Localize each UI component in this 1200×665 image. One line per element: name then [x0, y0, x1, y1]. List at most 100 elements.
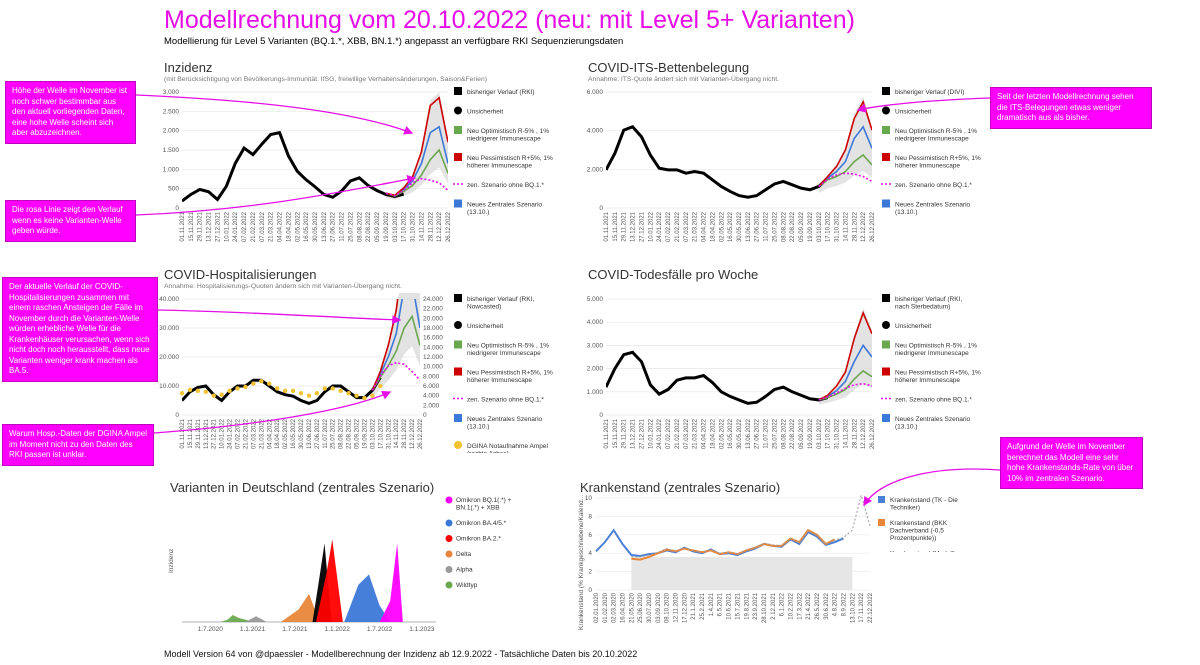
x-tick-label: 05.09.2022 [375, 211, 381, 242]
x-tick-label: 13.06.2022 [746, 418, 752, 449]
dgina-point [251, 381, 256, 386]
x-tick-label: 21.4.2022 [806, 592, 812, 619]
y-tick-label: 4 [588, 550, 592, 557]
x-tick-label: 1.4.2021 [709, 592, 715, 616]
y-tick-label: 6.000 [587, 89, 604, 96]
x-tick-label: 08.08.2022 [781, 211, 787, 242]
legend-swatch [882, 294, 890, 302]
legend-label: Nowcasted) [467, 304, 501, 311]
x-tick-label: 16.05.2022 [728, 211, 734, 242]
legend-swatch [882, 126, 890, 134]
x-tick-label: 04.04.2022 [702, 418, 708, 449]
x-tick-label: 14.11.2022 [843, 211, 849, 241]
legend-label: Unsicherheit [467, 323, 503, 330]
legend-swatch [878, 519, 885, 526]
y-tick-label: 30.000 [159, 325, 179, 332]
x-tick-label: 07.02.2022 [242, 211, 248, 242]
x-tick-label: 12.12.2022 [437, 211, 443, 242]
variant-area [220, 614, 254, 622]
legend-label: höherer Immunescape [895, 163, 960, 170]
x-tick-label: 21.02.2022 [675, 211, 681, 242]
legend-swatch [454, 153, 462, 161]
y-tick-label: 1.000 [587, 389, 604, 396]
shaded-region [631, 556, 853, 590]
x-tick-label: 24.01.2022 [228, 418, 234, 449]
legend-swatch [454, 294, 462, 302]
x-tick-label: 01.11.2021 [604, 418, 610, 448]
x-tick-label: 23.9.2021 [753, 592, 759, 619]
dgina-point [187, 387, 193, 393]
legend-label: Unsicherheit [467, 109, 503, 116]
dgina-point [338, 388, 343, 394]
legend-swatch [445, 550, 453, 558]
x-tick-label: 01.02.2020 [603, 592, 609, 623]
dgina-point [259, 378, 264, 384]
legend-label: Neu Optimistisch R-5% , 1% [895, 343, 977, 350]
x-tick-label: 30.05.2022 [299, 418, 305, 449]
y-tick-label: 0 [599, 412, 603, 419]
legend-label: Neu Optimistisch R-5% , 1% [467, 343, 549, 350]
x-tick-label: 14.11.2022 [843, 418, 849, 448]
x-tick-label: 27.06.2022 [315, 418, 321, 449]
variant-area [316, 539, 352, 622]
x-tick-label: 13.12.2021 [631, 211, 637, 242]
x-tick-label: 02.05.2022 [719, 418, 725, 449]
x-tick-label: 25.07.2022 [772, 211, 778, 242]
x-tick-label: 05.09.2022 [355, 418, 361, 449]
legend-label: Delta [456, 551, 472, 558]
dgina-point [330, 386, 335, 391]
uncertainty-band [385, 92, 448, 200]
dgina-point [346, 391, 351, 396]
x-tick-label: 10.01.2022 [648, 211, 654, 242]
legend-swatch [882, 199, 890, 208]
y2-tick-label: 6.000 [423, 383, 440, 390]
x-tick-label: 21.05.2020 [629, 592, 635, 623]
chart-varianten: 1.7.2020 1.1.2021 1.7.2021 1.1.2022 1.7.2022… [168, 539, 436, 633]
x-tick-label: 17.11.2022 [859, 592, 865, 622]
y-tick-label: 1.000 [163, 166, 180, 173]
x-tick-label: 31.10.2022 [835, 418, 841, 449]
uncertainty-band [818, 96, 872, 193]
legend-swatch [454, 106, 462, 115]
scenario-line [818, 172, 872, 188]
x-tick-label: 19.09.2022 [808, 211, 814, 242]
x-tick-label: 29.11.2021 [622, 418, 628, 448]
x-tick-label: 2.12.2021 [771, 592, 777, 619]
legend-label: bisheriger Verlauf (DIVI) [895, 89, 964, 96]
legend-swatch [882, 153, 890, 161]
legend-label: zen. Szenario ohne BQ.1.* [895, 182, 972, 189]
x-tick-label: 07.02.2022 [666, 418, 672, 449]
variant-area [245, 616, 274, 622]
callout-welle-november: Höhe der Welle im November ist noch schw… [5, 81, 136, 144]
legend-swatch [445, 581, 453, 589]
legend-swatch [445, 535, 453, 542]
y2-tick-label: 24.000 [423, 296, 443, 303]
legend-label: Neu Pessimistisch R+5%, 1% [895, 370, 981, 377]
x-tick-label: 24.01.2022 [657, 211, 663, 242]
x-tick-label: 21.1.2021 [691, 592, 697, 619]
chart-title-sickness: Krankenstand (zentrales Szenario) [580, 480, 781, 495]
y-tick-label: 3.000 [587, 342, 604, 349]
dgina-point [243, 384, 248, 390]
x-tick-label: 1.7.2022 [367, 626, 393, 633]
y2-tick-label: 22.000 [423, 306, 443, 313]
x-tick-label: 26.12.2022 [418, 418, 424, 449]
dgina-point [290, 388, 296, 394]
callout-rosa-linie: Die rosa Linie zeigt den Verlauf wenn es… [5, 200, 136, 242]
x-tick-label: 21.03.2022 [693, 418, 699, 449]
dgina-point [211, 393, 216, 398]
x-tick-label: 11.07.2022 [764, 211, 770, 241]
legend-swatch [878, 496, 885, 503]
legend-swatch [445, 496, 453, 504]
legend-label: Neu Pessimistisch R+5%, 1% [467, 155, 553, 162]
legend-label: niedrigerer Immunescape [467, 136, 541, 143]
model-line [631, 494, 871, 558]
y2-tick-label: 18.000 [423, 325, 443, 332]
x-tick-label: 29.11.2021 [622, 211, 628, 241]
dgina-point [306, 393, 312, 398]
x-tick-label: 01.11.2021 [180, 418, 186, 448]
x-tick-label: 11.07.2022 [764, 418, 770, 448]
x-tick-label: 04.04.2022 [278, 211, 284, 242]
legend-label: Omikron BA.2.* [456, 536, 501, 543]
